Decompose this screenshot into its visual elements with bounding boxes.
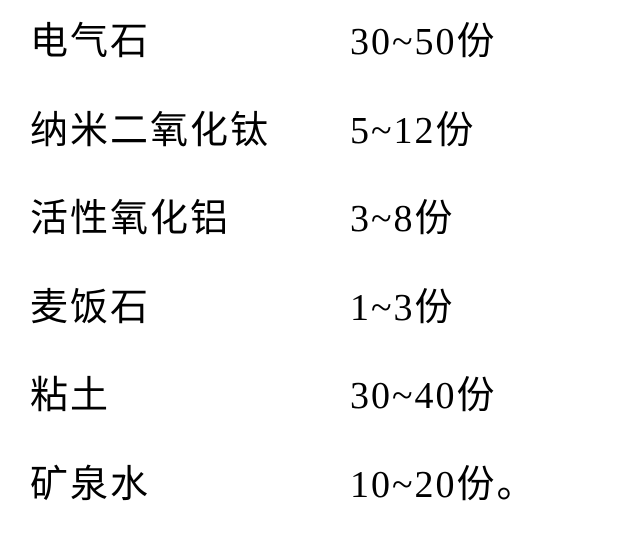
list-item: 电气石 30~50份 (30, 20, 616, 66)
ingredient-amount: 30~50份 (350, 20, 497, 66)
ingredient-name: 粘土 (30, 374, 350, 420)
ingredient-amount: 30~40份 (350, 374, 497, 420)
ingredients-list: 电气石 30~50份 纳米二氧化钛 5~12份 活性氧化铝 3~8份 麦饭石 1… (0, 0, 626, 529)
ingredient-name: 活性氧化铝 (30, 197, 350, 243)
ingredient-name: 电气石 (30, 20, 350, 66)
ingredient-name: 纳米二氧化钛 (30, 109, 350, 155)
list-item: 矿泉水 10~20份。 (30, 463, 616, 509)
list-item: 活性氧化铝 3~8份 (30, 197, 616, 243)
ingredient-amount: 3~8份 (350, 197, 455, 243)
list-item: 麦饭石 1~3份 (30, 286, 616, 332)
list-item: 纳米二氧化钛 5~12份 (30, 109, 616, 155)
list-item: 粘土 30~40份 (30, 374, 616, 420)
ingredient-name: 麦饭石 (30, 286, 350, 332)
ingredient-amount: 10~20份。 (350, 463, 537, 509)
ingredient-name: 矿泉水 (30, 463, 350, 509)
ingredient-amount: 1~3份 (350, 286, 455, 332)
ingredient-amount: 5~12份 (350, 109, 476, 155)
